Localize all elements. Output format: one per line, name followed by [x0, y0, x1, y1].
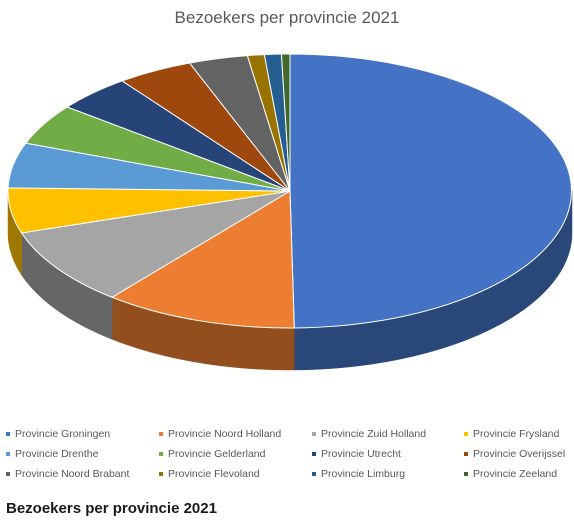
chart-title: Bezoekers per provincie 2021	[174, 8, 400, 27]
pie-slice-provincie-noord-holland	[110, 190, 295, 329]
legend-swatch	[312, 452, 316, 456]
legend-item-provincie-zuid-holland: Provincie Zuid Holland	[312, 428, 464, 440]
legend-swatch	[312, 472, 316, 476]
legend-item-provincie-drenthe: Provincie Drenthe	[6, 448, 159, 460]
legend-swatch	[464, 432, 468, 436]
legend-item-provincie-zeeland: Provincie Zeeland	[464, 468, 572, 480]
legend-label: Provincie Groningen	[15, 428, 111, 440]
legend-item-provincie-limburg: Provincie Limburg	[312, 468, 464, 480]
legend-item-provincie-flevoland: Provincie Flevoland	[159, 468, 312, 480]
legend-item-provincie-noord-holland: Provincie Noord Holland	[159, 428, 312, 440]
legend-label: Provincie Gelderland	[168, 448, 266, 460]
legend-row: Provincie Drenthe Provincie Gelderland Pro…	[6, 444, 572, 464]
legend: Provincie Groningen Provincie Noord Holla…	[6, 424, 572, 484]
legend-row: Provincie Groningen Provincie Noord Holla…	[6, 424, 572, 444]
legend-swatch	[6, 452, 10, 456]
legend-label: Provincie Drenthe	[15, 448, 99, 460]
pie-tops	[7, 53, 572, 329]
legend-item-provincie-groningen: Provincie Groningen	[6, 428, 159, 440]
legend-label: Provincie Frysland	[473, 428, 560, 440]
legend-swatch	[312, 432, 316, 436]
legend-item-provincie-frysland: Provincie Frysland	[464, 428, 572, 440]
legend-swatch	[159, 472, 163, 476]
legend-swatch	[464, 472, 468, 476]
legend-swatch	[159, 452, 163, 456]
legend-label: Provincie Noord Holland	[168, 428, 282, 440]
legend-item-provincie-overijssel: Provincie Overijssel	[464, 448, 572, 460]
chart-caption: Bezoekers per provincie 2021	[6, 500, 217, 517]
legend-swatch	[6, 432, 10, 436]
legend-label: Provincie Limburg	[321, 468, 406, 480]
pie-chart	[7, 53, 573, 371]
legend-label: Provincie Utrecht	[321, 448, 401, 460]
pie-slice-provincie-zuid-holland	[20, 190, 291, 298]
legend-item-provincie-gelderland: Provincie Gelderland	[159, 448, 312, 460]
legend-label: Provincie Noord Brabant	[15, 468, 130, 480]
pie-slice-provincie-zeeland	[280, 53, 291, 192]
legend-swatch	[464, 452, 468, 456]
pie-sides	[7, 190, 573, 371]
legend-swatch	[6, 472, 10, 476]
legend-row: Provincie Noord Brabant Provincie Flevola…	[6, 464, 572, 484]
pie-slice-provincie-groningen	[289, 53, 572, 329]
legend-label: Provincie Flevoland	[168, 468, 260, 480]
legend-item-provincie-utrecht: Provincie Utrecht	[312, 448, 464, 460]
legend-label: Provincie Overijssel	[473, 448, 566, 460]
legend-label: Provincie Zuid Holland	[321, 428, 427, 440]
legend-swatch	[159, 432, 163, 436]
legend-item-provincie-noord-brabant: Provincie Noord Brabant	[6, 468, 159, 480]
legend-label: Provincie Zeeland	[473, 468, 558, 480]
